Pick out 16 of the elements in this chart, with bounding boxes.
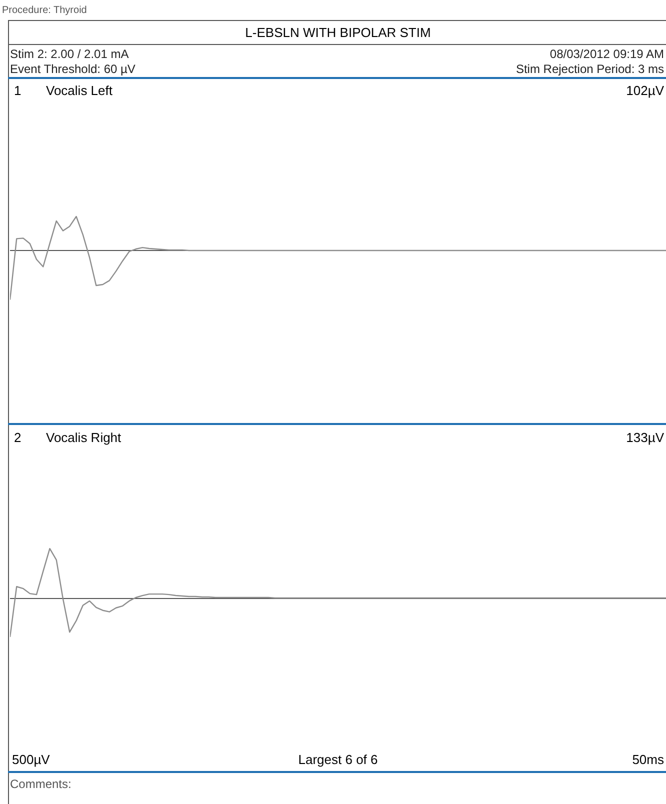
- text: 50ms: [632, 752, 664, 767]
- chart-title: L-EBSLN WITH BIPOLAR STIM: [245, 25, 431, 40]
- chart-title: Vocalis Right: [46, 430, 122, 445]
- text: Comments:: [10, 777, 72, 792]
- text: Stim 2: 2.00 / 2.01 mA: [10, 47, 129, 62]
- text: Stim Rejection Period: 3 ms: [516, 62, 664, 77]
- text: Event Threshold: 60 µV: [10, 62, 136, 77]
- text: 08/03/2012 09:19 AM: [550, 47, 664, 62]
- text: 102µV: [626, 83, 664, 98]
- text: 500µV: [12, 752, 50, 767]
- text: 1: [14, 83, 22, 98]
- chart-subtitle: Vocalis Left: [46, 83, 112, 98]
- text: 133µV: [626, 430, 664, 445]
- text: Largest 6 of 6: [298, 752, 378, 767]
- text: Procedure: Thyroid: [2, 4, 87, 18]
- text: 2: [14, 430, 22, 445]
